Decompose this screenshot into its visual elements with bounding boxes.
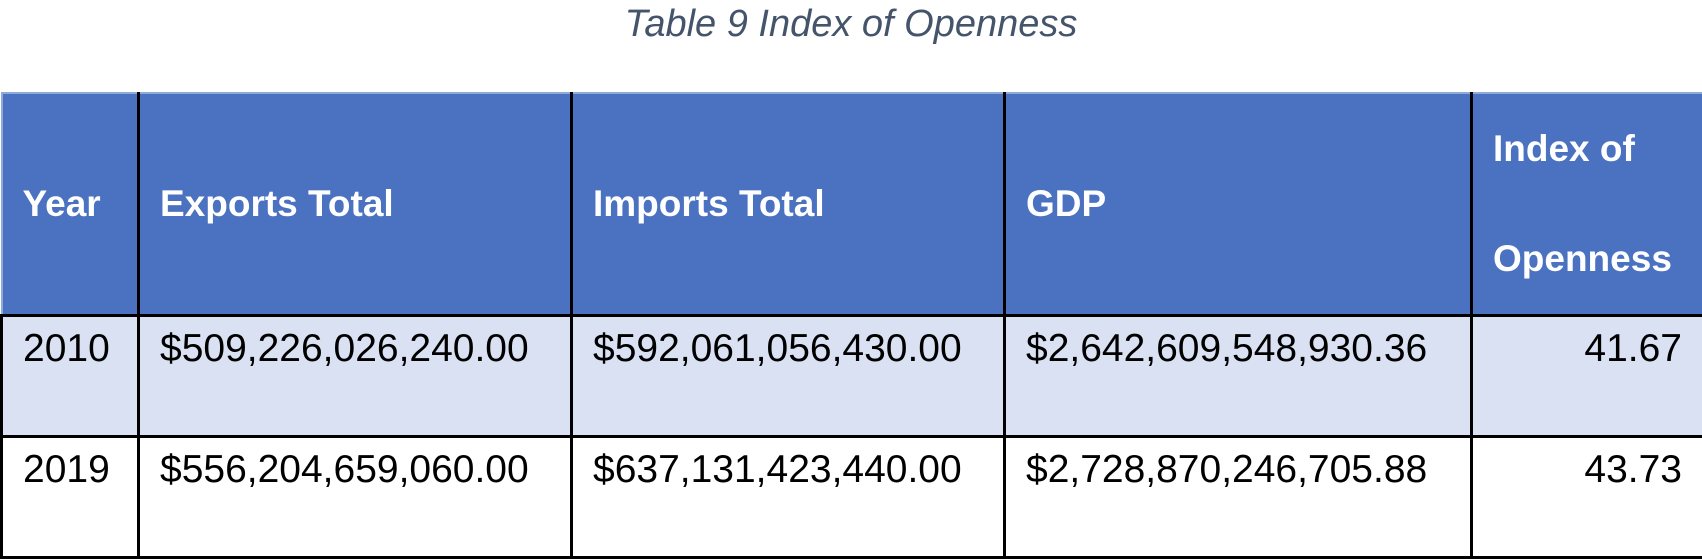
header-year: Year: [2, 93, 139, 316]
header-exports-total: Exports Total: [139, 93, 572, 316]
cell-gdp: $2,642,609,548,930.36: [1005, 316, 1472, 437]
table-caption: Table 9 Index of Openness: [0, 0, 1702, 60]
cell-index-of-openness: 41.67: [1472, 316, 1702, 437]
cell-gdp: $2,728,870,246,705.88: [1005, 437, 1472, 558]
cell-imports-total: $637,131,423,440.00: [572, 437, 1005, 558]
header-index-of-openness: Index of Openness: [1472, 93, 1702, 316]
table-header-row: Year Exports Total Imports Total GDP Ind…: [2, 93, 1702, 316]
cell-year: 2019: [2, 437, 139, 558]
table-row: 2010 $509,226,026,240.00 $592,061,056,43…: [2, 316, 1702, 437]
cell-exports-total: $556,204,659,060.00: [139, 437, 572, 558]
table-row: 2019 $556,204,659,060.00 $637,131,423,44…: [2, 437, 1702, 558]
header-imports-total: Imports Total: [572, 93, 1005, 316]
index-of-openness-table: Year Exports Total Imports Total GDP Ind…: [0, 92, 1702, 559]
header-gdp: GDP: [1005, 93, 1472, 316]
cell-imports-total: $592,061,056,430.00: [572, 316, 1005, 437]
cell-exports-total: $509,226,026,240.00: [139, 316, 572, 437]
cell-year: 2010: [2, 316, 139, 437]
cell-index-of-openness: 43.73: [1472, 437, 1702, 558]
